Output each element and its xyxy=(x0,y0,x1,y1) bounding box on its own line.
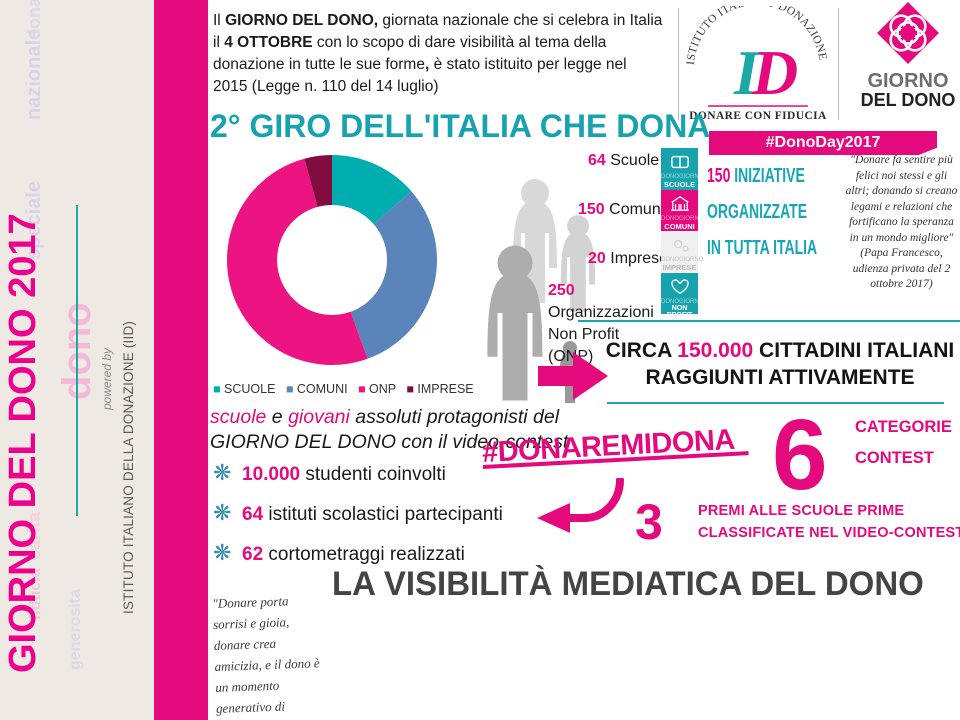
svg-text:D: D xyxy=(751,37,798,108)
svg-text:donazione: donazione xyxy=(24,0,44,40)
svg-text:generosita: generosita xyxy=(67,589,84,670)
